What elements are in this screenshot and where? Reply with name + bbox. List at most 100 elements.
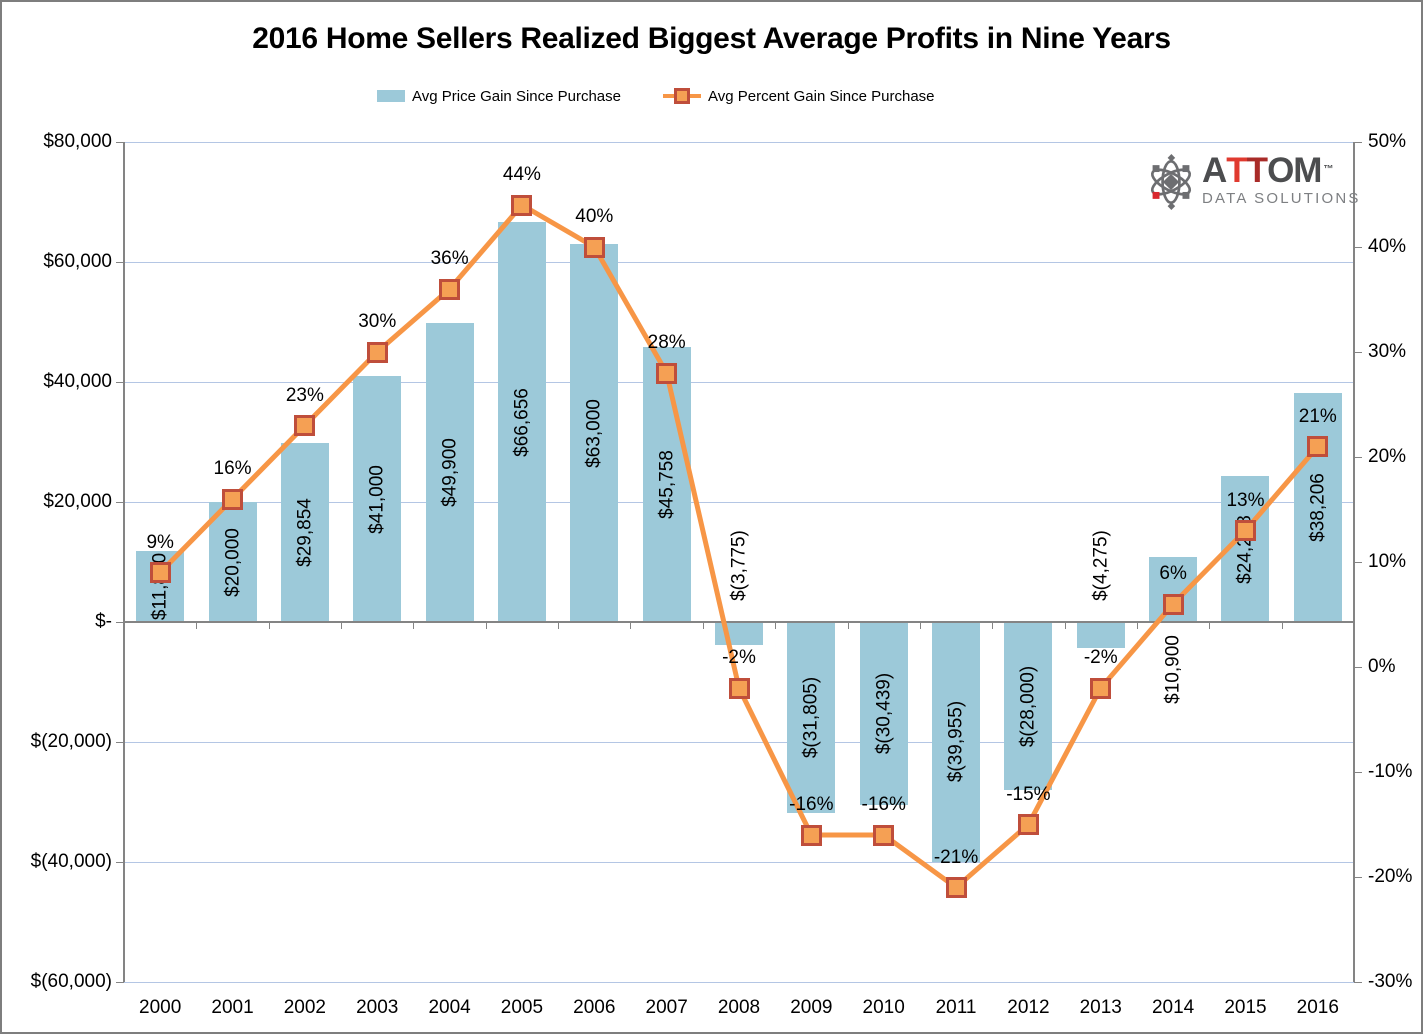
chart-title: 2016 Home Sellers Realized Biggest Avera… xyxy=(252,22,1171,55)
percent-label: 9% xyxy=(146,531,174,553)
legend-label-percent-gain: Avg Percent Gain Since Purchase xyxy=(708,87,935,105)
bar-value-label: $(30,439) xyxy=(873,672,895,754)
left-axis-tick xyxy=(116,141,124,143)
left-axis-tick xyxy=(116,261,124,263)
x-axis-label: 2011 xyxy=(935,997,977,1018)
atom-icon xyxy=(1150,154,1192,210)
line-marker xyxy=(1234,520,1256,541)
line-marker xyxy=(945,877,967,898)
bar-value-label: $63,000 xyxy=(583,398,605,468)
category-axis-tick xyxy=(1136,622,1138,629)
line-marker xyxy=(294,415,316,436)
line-marker xyxy=(583,236,605,258)
percent-label: 28% xyxy=(647,332,686,353)
category-axis-tick xyxy=(341,622,343,629)
left-axis-label: $- xyxy=(95,611,112,632)
line-marker xyxy=(800,824,822,846)
left-axis-line xyxy=(123,142,125,982)
line-marker xyxy=(1307,436,1329,457)
bar-value-label: $66,656 xyxy=(511,387,533,457)
x-axis-label: 2007 xyxy=(645,997,688,1018)
chart-legend: Avg Price Gain Since Purchase Avg Percen… xyxy=(377,86,935,106)
category-axis-tick xyxy=(992,622,994,629)
line-marker xyxy=(149,562,171,583)
percent-label: -16% xyxy=(861,794,906,815)
left-axis-tick xyxy=(116,501,124,503)
x-axis-label: 2009 xyxy=(790,997,833,1018)
right-axis-label: 20% xyxy=(1368,446,1407,467)
logo-letter-t1: T xyxy=(1226,151,1247,190)
percent-label: 36% xyxy=(430,248,469,269)
x-axis-label: 2003 xyxy=(356,997,399,1018)
bar-value-label: $41,000 xyxy=(366,464,388,534)
gridline xyxy=(124,381,1354,383)
category-axis-tick xyxy=(1281,622,1283,629)
line-marker xyxy=(222,488,244,510)
left-axis-tick xyxy=(116,381,124,383)
x-axis-label: 2014 xyxy=(1151,997,1195,1018)
percent-label: -16% xyxy=(789,794,834,815)
category-axis-tick xyxy=(847,622,849,629)
percent-label: 44% xyxy=(502,164,541,185)
x-axis-label: 2006 xyxy=(573,997,616,1018)
logo-text: A T T OM ™ DATA SOLUTIONS xyxy=(1202,151,1361,207)
category-axis-tick xyxy=(196,622,198,629)
left-axis-label: $(20,000) xyxy=(30,731,112,752)
category-axis-tick xyxy=(485,622,487,629)
trademark-symbol: ™ xyxy=(1323,164,1333,175)
percent-label: -21% xyxy=(933,846,979,868)
percent-label: 21% xyxy=(1298,405,1337,427)
bar-swatch-icon xyxy=(377,90,405,102)
gridline xyxy=(124,141,1354,143)
category-axis-tick xyxy=(1209,622,1211,629)
category-axis-tick xyxy=(268,622,270,629)
x-axis-label: 2005 xyxy=(500,997,544,1018)
line-marker xyxy=(728,677,750,699)
left-axis-tick xyxy=(116,621,124,623)
logo-subtitle: DATA SOLUTIONS xyxy=(1202,190,1361,207)
x-axis-label: 2008 xyxy=(717,997,761,1018)
category-axis-tick xyxy=(558,622,560,629)
x-axis-label: 2015 xyxy=(1224,997,1267,1018)
left-axis-tick xyxy=(116,741,124,743)
bar-value-label: $45,758 xyxy=(656,450,678,520)
line-marker xyxy=(656,362,678,384)
right-axis-tick xyxy=(1354,351,1362,353)
right-axis-tick xyxy=(1354,666,1362,668)
percent-label: 30% xyxy=(358,311,397,332)
right-axis-label: 10% xyxy=(1368,551,1407,572)
gridline xyxy=(124,261,1354,263)
logo-letters-om: OM xyxy=(1267,151,1322,190)
legend-label-price-gain: Avg Price Gain Since Purchase xyxy=(412,87,621,105)
percent-label: 6% xyxy=(1159,563,1187,584)
right-axis-label: -30% xyxy=(1368,971,1413,992)
right-axis-label: 30% xyxy=(1368,341,1407,362)
line-marker xyxy=(1017,814,1039,835)
bar-value-label: $(4,275) xyxy=(1090,529,1112,601)
logo-letter-a: A xyxy=(1202,151,1227,190)
left-axis-label: $60,000 xyxy=(43,251,112,272)
x-axis-label: 2004 xyxy=(428,997,471,1018)
logo-wordmark: A T T OM ™ xyxy=(1202,151,1361,190)
category-axis-tick xyxy=(630,622,632,629)
legend-item-percent-gain: Avg Percent Gain Since Purchase xyxy=(663,86,935,106)
right-axis-label: 40% xyxy=(1368,236,1407,257)
category-axis-tick xyxy=(919,622,921,629)
right-axis-label: -10% xyxy=(1368,761,1413,782)
gridline xyxy=(124,981,1354,983)
x-axis-label: 2013 xyxy=(1079,997,1122,1018)
percent-label: 16% xyxy=(213,458,252,479)
line-marker xyxy=(366,341,388,363)
bar-value-label: $(31,805) xyxy=(800,676,822,759)
logo-letter-t2: T xyxy=(1246,151,1268,190)
line-marker xyxy=(873,824,895,846)
right-axis-tick xyxy=(1354,876,1362,878)
percent-label: 23% xyxy=(285,384,324,406)
x-axis-label: 2016 xyxy=(1296,997,1339,1018)
x-axis-label: 2012 xyxy=(1007,997,1050,1018)
left-axis-label: $(40,000) xyxy=(30,851,112,872)
x-axis-label: 2001 xyxy=(211,997,254,1018)
category-axis-tick xyxy=(1064,622,1066,629)
legend-marker xyxy=(674,88,690,104)
